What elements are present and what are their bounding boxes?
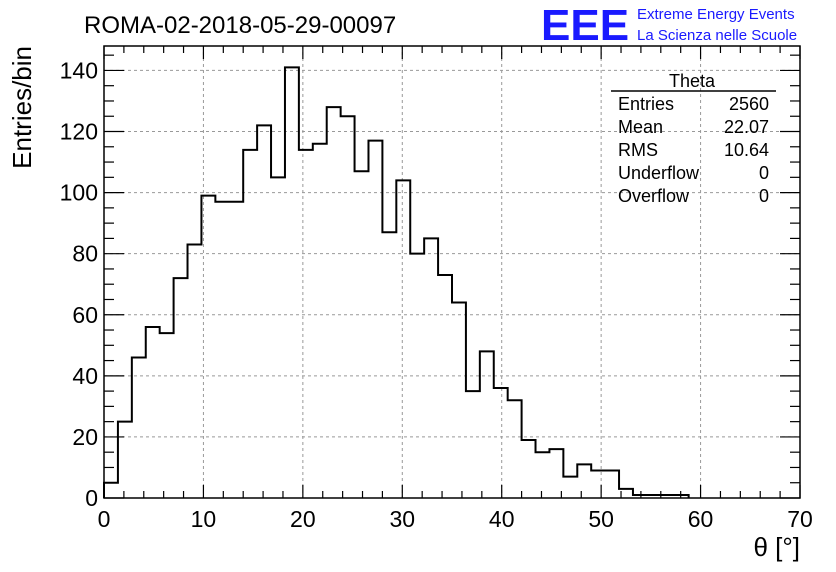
run-title: ROMA-02-2018-05-29-00097	[84, 12, 396, 39]
stats-box: Theta Entries 2560 Mean 22.07 RMS 10.64 …	[611, 71, 776, 206]
y-tick-label: 20	[72, 424, 98, 450]
logo-line-2: La Scienza nelle Scuole	[637, 27, 797, 44]
x-tick-label: 40	[489, 506, 515, 532]
stats-value-underflow: 0	[759, 163, 769, 183]
plot-frame	[103, 45, 801, 499]
stats-label-entries: Entries	[618, 94, 674, 114]
stats-label-underflow: Underflow	[618, 163, 700, 183]
x-tick-label: 60	[688, 506, 714, 532]
x-tick-label: 10	[191, 506, 217, 532]
x-tick-label: 20	[290, 506, 316, 532]
x-tick-label: 0	[98, 506, 111, 532]
stats-label-mean: Mean	[618, 117, 663, 137]
y-tick-label: 80	[72, 241, 98, 267]
stats-value-overflow: 0	[759, 186, 769, 206]
stats-value-entries: 2560	[729, 94, 769, 114]
y-tick-label: 60	[72, 302, 98, 328]
y-tick-label: 40	[72, 363, 98, 389]
stats-title: Theta	[669, 71, 716, 91]
axis-ticks	[103, 46, 801, 499]
x-tick-label: 70	[787, 506, 813, 532]
y-tick-labels: 0 20 40 60 80 100 120 140	[60, 57, 98, 511]
histogram-step-line	[103, 66, 690, 498]
grid-lines	[104, 46, 800, 498]
eee-logo: EEE	[541, 1, 629, 50]
x-tick-label: 50	[588, 506, 614, 532]
x-tick-labels: 0 10 20 30 40 50 60 70	[98, 506, 813, 532]
logo-line-1: Extreme Energy Events	[637, 6, 795, 23]
x-tick-label: 30	[389, 506, 415, 532]
y-tick-label: 120	[60, 119, 98, 145]
stats-value-rms: 10.64	[724, 140, 769, 160]
y-tick-label: 0	[85, 485, 98, 511]
y-axis-label: Entries/bin	[7, 46, 37, 169]
stats-label-rms: RMS	[618, 140, 658, 160]
stats-label-overflow: Overflow	[618, 186, 690, 206]
stats-value-mean: 22.07	[724, 117, 769, 137]
x-axis-label: θ [°]	[753, 532, 800, 562]
y-tick-label: 100	[60, 180, 98, 206]
y-tick-label: 140	[60, 57, 98, 83]
